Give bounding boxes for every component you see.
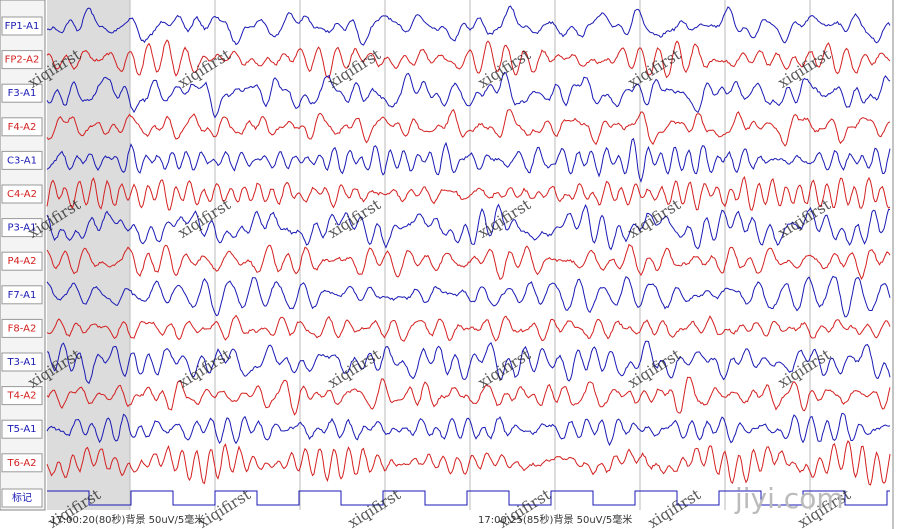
channel-label: T5-A1 (6, 424, 36, 435)
channel-label-box (1, 117, 43, 137)
channel-label: C4-A2 (7, 189, 37, 200)
eeg-trace (46, 203, 891, 251)
eeg-trace (46, 340, 891, 385)
eeg-trace (46, 412, 891, 447)
channel-label: F7-A1 (8, 290, 37, 301)
eeg-trace (46, 275, 891, 318)
marker-label: 标记 (12, 492, 32, 504)
channel-label: F3-A1 (8, 88, 37, 99)
channel-label: C3-A1 (7, 155, 37, 166)
channel-label-box (1, 251, 43, 271)
channel-label-box (1, 352, 43, 372)
channel-label-box (1, 50, 43, 70)
channel-label-box (1, 218, 43, 238)
eeg-trace (46, 440, 891, 486)
channel-label: FP2-A2 (5, 55, 40, 66)
channel-label-box (1, 184, 43, 204)
eeg-trace (46, 108, 891, 147)
marker-trace (47, 490, 890, 506)
channel-label: FP1-A1 (5, 21, 40, 32)
channel-label-box (1, 386, 43, 406)
eeg-trace (46, 137, 891, 183)
channel-label: T6-A2 (6, 458, 36, 469)
eeg-trace (46, 5, 891, 46)
channel-label: P4-A2 (8, 256, 37, 267)
selection-shade (47, 0, 130, 510)
channel-label-box (1, 83, 43, 103)
channel-label-box (1, 318, 43, 338)
eeg-trace (46, 376, 891, 416)
channel-label-box (1, 285, 43, 305)
channel-label-box (1, 419, 43, 439)
footer-info: 17:00:25(85秒)背景 50uV/5毫米 (478, 513, 632, 526)
eeg-trace (46, 243, 891, 281)
eeg-trace (46, 314, 891, 342)
channel-label: P3-A1 (8, 223, 37, 234)
marker-label-box (1, 488, 43, 508)
channel-label-box (1, 150, 43, 170)
channel-label: T3-A1 (6, 357, 36, 368)
channel-label: F4-A2 (8, 122, 37, 133)
footer-info: 17:00:20(80秒)背景 50uV/5毫米 (50, 513, 204, 526)
channel-label-box (1, 453, 43, 473)
eeg-trace (46, 39, 891, 79)
channel-label: F8-A2 (8, 323, 37, 334)
channel-label-box (1, 16, 43, 36)
logo: jiyi.com (734, 482, 844, 515)
eeg-trace (46, 71, 891, 119)
channel-label: T4-A2 (6, 391, 36, 402)
eeg-trace (46, 176, 891, 212)
